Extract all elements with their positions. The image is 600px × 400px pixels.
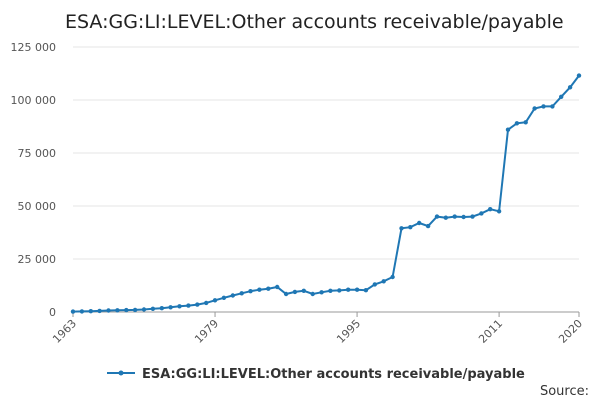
data-point[interactable]: [177, 304, 182, 309]
data-point[interactable]: [239, 291, 244, 296]
data-point[interactable]: [310, 291, 315, 297]
data-point[interactable]: [567, 85, 573, 90]
data-point[interactable]: [505, 127, 511, 132]
data-point[interactable]: [576, 73, 582, 78]
data-point[interactable]: [150, 306, 156, 311]
data-point[interactable]: [186, 303, 191, 308]
data-point[interactable]: [168, 305, 173, 310]
data-point[interactable]: [132, 307, 138, 313]
data-point[interactable]: [275, 284, 280, 290]
data-point[interactable]: [488, 207, 493, 212]
data-point[interactable]: [204, 300, 209, 306]
legend[interactable]: ESA:GG:LI:LEVEL:Other accounts receivabl…: [107, 367, 525, 382]
data-point[interactable]: [354, 287, 360, 292]
data-point[interactable]: [479, 211, 484, 216]
data-point[interactable]: [470, 214, 475, 219]
data-point[interactable]: [283, 291, 289, 297]
data-point[interactable]: [115, 308, 120, 313]
data-point[interactable]: [212, 298, 218, 303]
data-point[interactable]: [106, 308, 111, 313]
y-tick-label: 25 000: [18, 253, 57, 266]
y-tick-label: 75 000: [18, 147, 57, 160]
data-point[interactable]: [434, 214, 440, 219]
data-point[interactable]: [195, 302, 200, 307]
x-tick-label: 1963: [50, 317, 79, 346]
data-point[interactable]: [514, 121, 520, 126]
data-point[interactable]: [372, 282, 377, 287]
y-tick-label: 100 000: [11, 94, 57, 107]
series-line: [72, 74, 580, 313]
data-point[interactable]: [141, 307, 147, 312]
data-point[interactable]: [230, 293, 235, 298]
data-point[interactable]: [452, 214, 457, 219]
data-point[interactable]: [257, 287, 262, 292]
data-point[interactable]: [541, 104, 546, 109]
data-point[interactable]: [559, 94, 564, 100]
legend-marker: [118, 370, 124, 376]
data-point[interactable]: [523, 120, 528, 125]
chart-title: ESA:GG:LI:LEVEL:Other accounts receivabl…: [65, 11, 564, 33]
data-point[interactable]: [461, 214, 466, 220]
data-point[interactable]: [159, 306, 164, 311]
x-axis: 1963 1979 1995 2011 2020: [50, 312, 585, 346]
grid-lines: [73, 46, 579, 313]
data-point[interactable]: [79, 309, 85, 314]
legend-label: ESA:GG:LI:LEVEL:Other accounts receivabl…: [142, 367, 525, 382]
data-point[interactable]: [532, 106, 537, 111]
data-point[interactable]: [550, 104, 555, 109]
plot-area: [70, 73, 582, 314]
data-point[interactable]: [381, 279, 386, 284]
x-tick-label: 2020: [556, 317, 585, 346]
y-tick-label: 50 000: [18, 200, 57, 213]
data-point[interactable]: [399, 226, 404, 231]
source-label: Source:: [540, 384, 589, 399]
data-point[interactable]: [496, 209, 502, 214]
data-point[interactable]: [363, 288, 369, 293]
data-point[interactable]: [221, 295, 227, 300]
data-point[interactable]: [301, 288, 306, 293]
data-point[interactable]: [97, 308, 102, 314]
data-point[interactable]: [319, 290, 324, 295]
data-point[interactable]: [124, 307, 129, 313]
data-point[interactable]: [443, 215, 448, 220]
x-tick-label: 1995: [334, 317, 363, 346]
y-tick-label: 0: [49, 306, 56, 319]
data-point[interactable]: [408, 225, 413, 230]
data-point[interactable]: [417, 220, 422, 226]
data-point[interactable]: [390, 274, 395, 280]
data-point[interactable]: [337, 288, 342, 293]
x-tick-label: 1979: [192, 317, 221, 346]
data-point[interactable]: [346, 287, 351, 292]
data-point[interactable]: [248, 289, 253, 294]
data-point[interactable]: [88, 309, 94, 314]
data-point[interactable]: [425, 223, 431, 229]
data-point[interactable]: [266, 286, 271, 291]
data-point[interactable]: [70, 309, 76, 314]
y-axis: 0 25 000 50 000 75 000 100 000 125 000: [11, 41, 57, 319]
x-tick-label: 2011: [476, 317, 505, 346]
data-point[interactable]: [328, 288, 333, 293]
y-tick-label: 125 000: [11, 41, 57, 54]
data-point[interactable]: [292, 289, 298, 295]
